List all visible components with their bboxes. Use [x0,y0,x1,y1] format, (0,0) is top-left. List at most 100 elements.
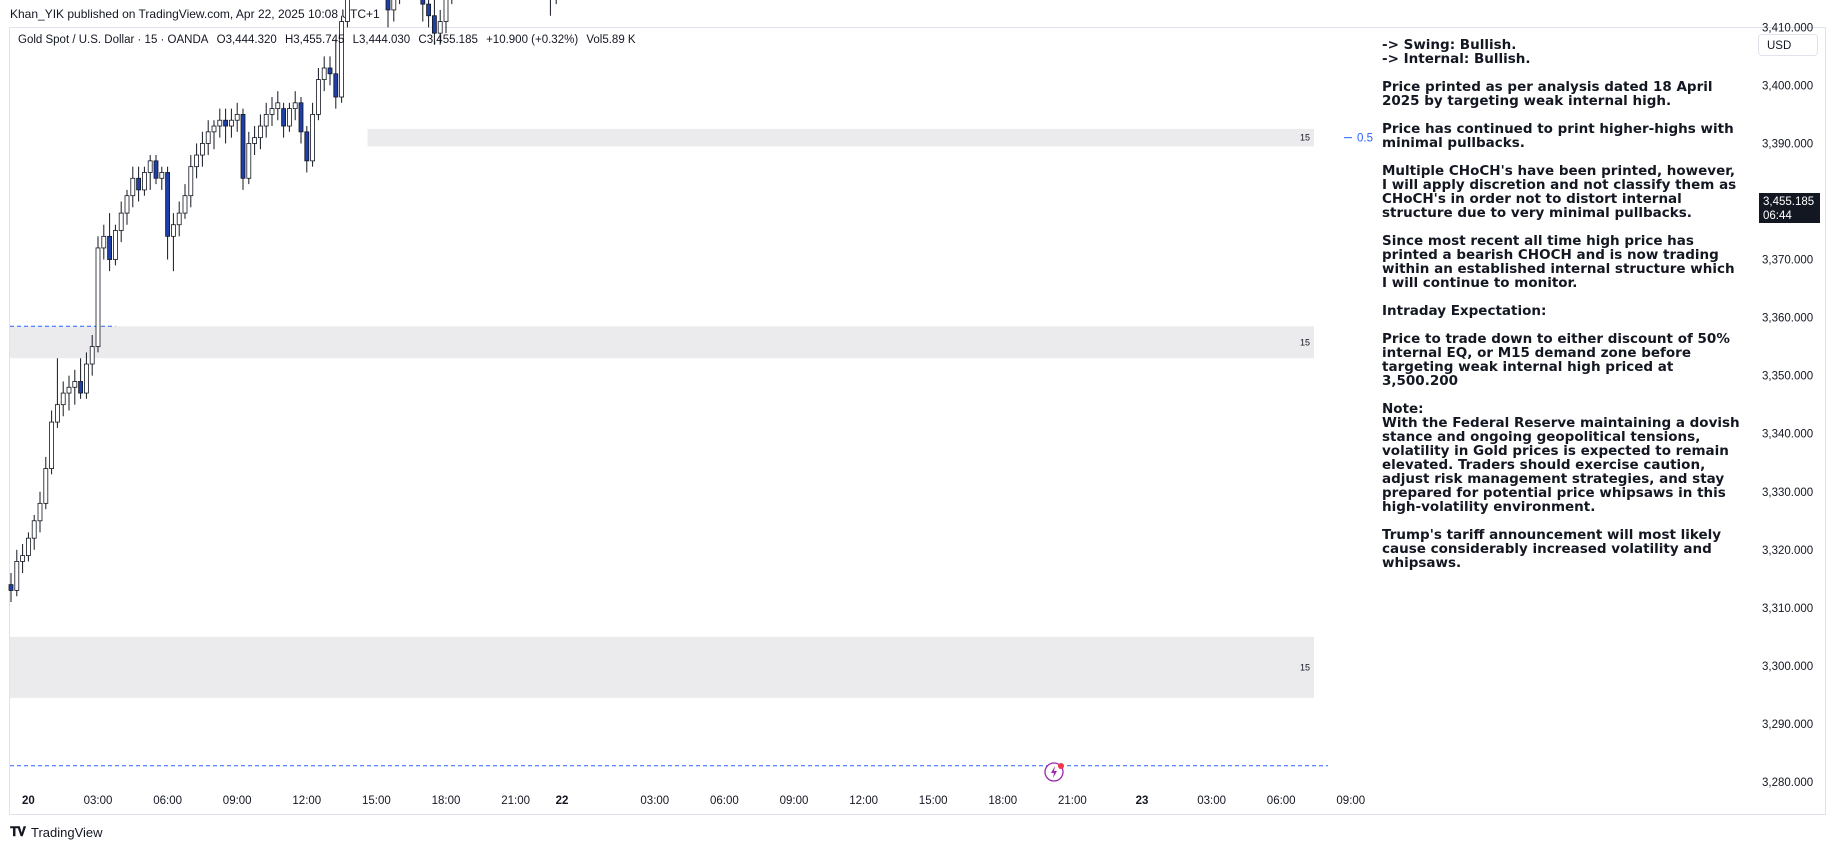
candle-bull [60,392,66,406]
volume-value: Vol5.89 K [586,34,636,46]
candle-bear [136,177,142,191]
demand-zone-2 [10,636,1314,698]
candle-bull [437,21,443,34]
x-tick-label: 03:00 [84,795,113,807]
last-price-tag: 3,455.185 06:44 [1759,193,1820,223]
candle-bull [72,381,78,388]
x-tick-label: 21:00 [501,795,530,807]
candle-bull [275,102,281,110]
eq-zone [367,128,1315,147]
candle-bear [298,102,304,133]
candle-bull [292,102,298,110]
candle-bear [107,235,112,260]
candle-bear [8,584,14,591]
fib-label: 0.5 [1357,133,1373,145]
candle-bull [182,195,188,214]
analysis-notes: -> Swing: Bullish. -> Internal: Bullish.… [1382,38,1740,584]
publisher-info: Khan_YIK published on TradingView.com, A… [10,7,380,21]
y-tick-label: 3,360.000 [1762,313,1813,325]
x-tick-label: 18:00 [432,795,461,807]
currency-button[interactable]: USD [1758,34,1818,56]
chart-frame [9,27,1826,815]
candle-bull [339,21,345,98]
tradingview-logo-icon: 𝐓𝐕 [10,824,26,839]
demand-zone-1-label: 15 [1300,337,1310,347]
candle-bull [55,404,60,423]
x-tick-label: 22 [556,795,569,807]
y-tick-label: 3,320.000 [1762,545,1813,557]
candle-bear [385,0,391,11]
note-analysis: Price printed as per analysis dated 18 A… [1382,79,1713,109]
candle-bull [170,224,176,237]
ohlc-change: +10.900 (+0.32%) [486,34,579,46]
candle-bull [321,67,327,80]
candle-bull [14,561,20,591]
candle-bull [43,468,49,504]
candle-bull [443,0,449,22]
candle-bull [199,143,205,156]
candle-bear [431,15,437,34]
x-tick-label: 12:00 [849,795,878,807]
publisher-bar: Khan_YIK published on TradingView.com, A… [0,0,1835,26]
note-intraday-heading: Intraday Expectation: [1382,303,1547,319]
footer-brand[interactable]: 𝐓𝐕 TradingView [10,824,103,840]
candle-bear [304,131,310,162]
y-tick-label: 3,400.000 [1762,80,1813,92]
note-tariff: Trump's tariff announcement will most li… [1382,527,1722,571]
y-tick-label: 3,280.000 [1762,777,1813,789]
y-tick-label: 3,310.000 [1762,603,1813,615]
candle-bull [217,119,223,127]
candle-bull [84,363,89,394]
last-price-value: 3,455.185 [1763,196,1815,208]
bolt-glyph [1051,766,1057,778]
candle-bear [327,67,333,75]
candle-bull [159,172,165,179]
candle-bull [234,114,240,121]
candle-bear [333,73,339,98]
brand-name: TradingView [31,824,103,840]
candle-bull [257,125,263,139]
ohlc-close: C3,455.185 [418,34,478,46]
y-tick-label: 3,330.000 [1762,487,1813,499]
candle-bull [141,172,147,191]
candle-bear [281,108,287,127]
candle-bear [240,114,246,179]
bar-countdown: 06:44 [1763,210,1792,222]
candle-bull [344,0,350,22]
candle-bull [113,230,118,260]
candle-bull [49,421,54,469]
candle-bull [118,212,124,231]
demand-zone-2-label: 15 [1300,662,1310,672]
x-tick-label: 03:00 [640,795,669,807]
candle-bull [101,235,107,249]
alert-dot-icon [1058,763,1064,769]
x-tick-label: 20 [22,795,35,807]
candle-bull [391,0,397,11]
x-tick-label: 03:00 [1197,795,1226,807]
candle-bull [263,114,269,127]
note-fed: With the Federal Reserve maintaining a d… [1382,415,1740,515]
candle-bull [194,154,200,168]
note-internal: -> Internal: Bullish. [1382,51,1531,67]
symbol-title[interactable]: Gold Spot / U.S. Dollar · 15 · OANDA [18,34,209,46]
candle-bear [153,160,159,179]
candle-bull [228,119,234,127]
candle-bull [310,114,316,162]
note-bearish-choch: Since most recent all time high price ha… [1382,233,1735,291]
x-tick-label: 09:00 [1336,795,1365,807]
candle-bull [130,177,136,197]
candle-bear [223,119,229,127]
y-tick-label: 3,350.000 [1762,371,1813,383]
y-tick-label: 3,370.000 [1762,255,1813,267]
x-tick-label: 06:00 [1267,795,1296,807]
candle-bull [31,520,37,539]
candle-bull [211,125,217,133]
candle-bull [176,212,182,226]
symbol-legend: Gold Spot / U.S. Dollar · 15 · OANDA O3,… [18,34,641,46]
note-intraday-expectation: Price to trade down to either discount o… [1382,331,1730,389]
candle-bear [426,3,432,17]
candle-bull [315,79,321,115]
x-tick-label: 09:00 [223,795,252,807]
candle-bull [147,160,153,173]
